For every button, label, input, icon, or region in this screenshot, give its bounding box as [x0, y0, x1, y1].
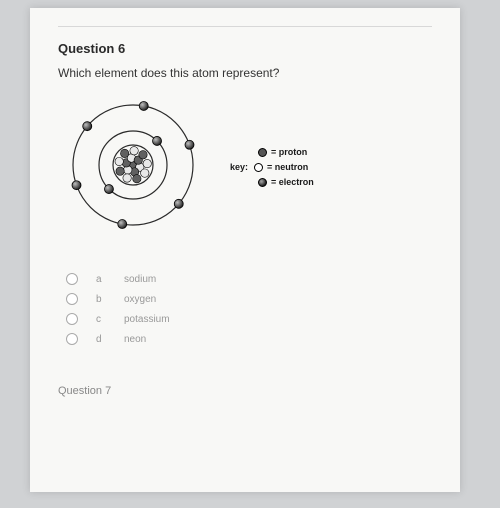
figure-row: = proton key: = neutron = electron — [58, 90, 432, 245]
choice-letter: d — [96, 334, 106, 345]
legend-neutron: key: = neutron — [230, 160, 314, 175]
radio-icon[interactable] — [66, 273, 78, 285]
neutron-icon — [254, 163, 263, 172]
choice-text: potassium — [124, 314, 170, 325]
quiz-page: Question 6 Which element does this atom … — [30, 8, 460, 492]
legend-proton-label: = proton — [271, 145, 307, 160]
choice-d[interactable]: d neon — [66, 333, 432, 345]
radio-icon[interactable] — [66, 333, 78, 345]
question-number: Question 6 — [58, 41, 432, 56]
atom-diagram — [58, 90, 208, 245]
radio-icon[interactable] — [66, 313, 78, 325]
choice-b[interactable]: b oxygen — [66, 293, 432, 305]
answer-choices: a sodium b oxygen c potassium d neon — [66, 273, 432, 345]
choice-text: sodium — [124, 274, 156, 285]
choice-letter: b — [96, 294, 106, 305]
legend: = proton key: = neutron = electron — [230, 145, 314, 191]
legend-electron-label: = electron — [271, 175, 314, 190]
legend-prefix: key: — [230, 160, 248, 175]
proton-icon — [258, 148, 267, 157]
legend-electron: = electron — [230, 175, 314, 190]
legend-proton: = proton — [230, 145, 314, 160]
choice-text: neon — [124, 334, 146, 345]
choice-c[interactable]: c potassium — [66, 313, 432, 325]
choice-text: oxygen — [124, 294, 156, 305]
radio-icon[interactable] — [66, 293, 78, 305]
choice-letter: a — [96, 274, 106, 285]
divider — [58, 26, 432, 27]
legend-neutron-label: = neutron — [267, 160, 308, 175]
question-prompt: Which element does this atom represent? — [58, 66, 432, 80]
next-question-label: Question 7 — [58, 385, 432, 397]
choice-a[interactable]: a sodium — [66, 273, 432, 285]
choice-letter: c — [96, 314, 106, 325]
electron-icon — [258, 178, 267, 187]
